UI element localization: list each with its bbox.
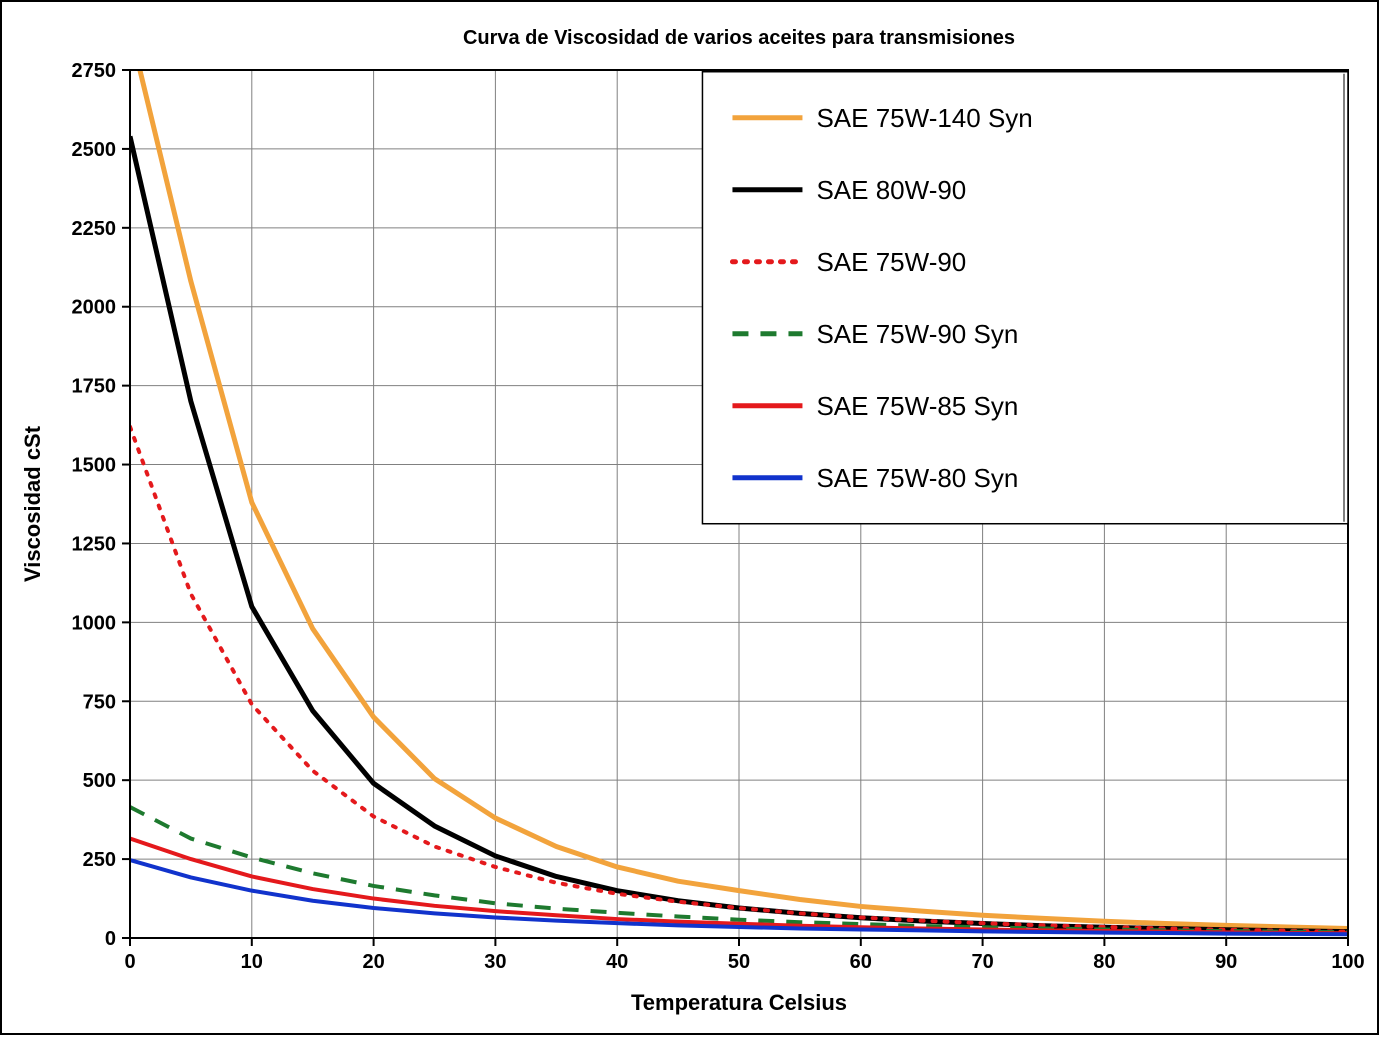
x-tick-label: 30 xyxy=(484,951,506,973)
x-tick-label: 90 xyxy=(1215,951,1237,973)
chart-title: Curva de Viscosidad de varios aceites pa… xyxy=(463,27,1015,49)
y-tick-label: 2500 xyxy=(72,139,117,161)
chart-frame: 0102030405060708090100025050075010001250… xyxy=(0,0,1379,1035)
x-axis-label: Temperatura Celsius xyxy=(631,990,847,1015)
x-tick-label: 40 xyxy=(606,951,628,973)
y-tick-label: 1250 xyxy=(72,533,117,555)
y-tick-label: 1000 xyxy=(72,612,117,634)
y-tick-label: 250 xyxy=(83,849,116,871)
x-tick-label: 20 xyxy=(362,951,384,973)
viscosity-chart: 0102030405060708090100025050075010001250… xyxy=(2,2,1379,1037)
legend-label: SAE 75W-80 Syn xyxy=(816,463,1018,493)
legend-label: SAE 75W-90 Syn xyxy=(816,319,1018,349)
y-tick-label: 2250 xyxy=(72,218,117,240)
x-tick-label: 80 xyxy=(1093,951,1115,973)
x-tick-label: 10 xyxy=(241,951,263,973)
y-tick-label: 2750 xyxy=(72,60,117,82)
y-tick-label: 1750 xyxy=(72,376,117,398)
x-tick-label: 60 xyxy=(850,951,872,973)
x-tick-label: 70 xyxy=(971,951,993,973)
y-tick-label: 2000 xyxy=(72,297,117,319)
y-tick-label: 750 xyxy=(83,691,116,713)
y-axis-label: Viscosidad cSt xyxy=(20,425,45,582)
legend-label: SAE 75W-140 Syn xyxy=(816,103,1032,133)
legend-label: SAE 80W-90 xyxy=(816,175,966,205)
y-tick-label: 1500 xyxy=(72,455,117,477)
legend-box xyxy=(702,72,1348,524)
x-tick-label: 50 xyxy=(728,951,750,973)
y-tick-label: 500 xyxy=(83,770,116,792)
legend-label: SAE 75W-90 xyxy=(816,247,966,277)
x-tick-label: 100 xyxy=(1331,951,1364,973)
x-tick-label: 0 xyxy=(124,951,135,973)
legend-label: SAE 75W-85 Syn xyxy=(816,391,1018,421)
y-tick-label: 0 xyxy=(105,928,116,950)
